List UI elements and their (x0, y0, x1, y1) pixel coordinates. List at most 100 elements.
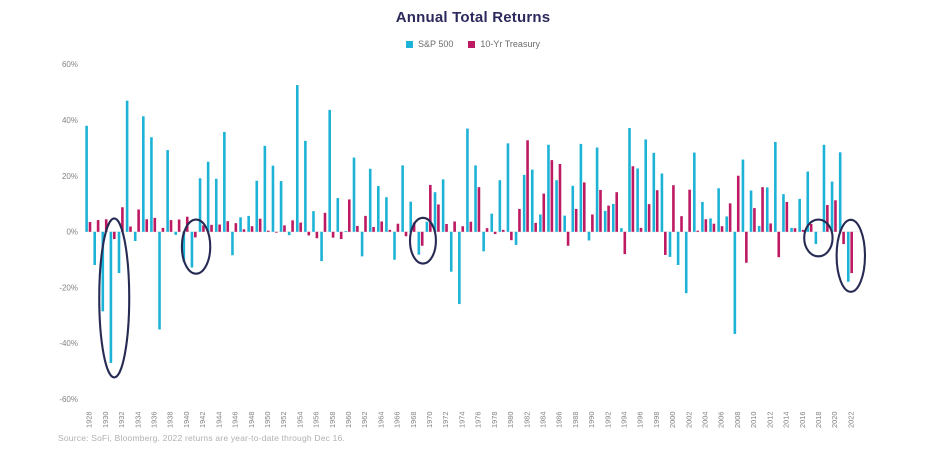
bar-treasury-1982 (526, 140, 529, 232)
bar-treasury-1955 (307, 231, 311, 236)
bar-treasury-1941 (194, 231, 197, 238)
bar-sp500-2014 (782, 194, 785, 232)
bar-treasury-2002 (688, 189, 691, 232)
bar-treasury-1979 (501, 229, 505, 232)
bar-sp500-1977 (482, 231, 485, 252)
bar-sp500-2011 (757, 225, 761, 232)
bar-treasury-1936 (153, 217, 157, 232)
ytick--60: -60% (59, 395, 78, 404)
bar-sp500-1952 (279, 181, 283, 232)
bar-sp500-1937 (158, 231, 161, 330)
legend-swatch-sp500 (406, 40, 414, 48)
xtick-1958: 1958 (328, 412, 337, 428)
xtick-1980: 1980 (506, 412, 515, 428)
bar-sp500-1984 (539, 214, 542, 232)
bar-sp500-1938 (166, 150, 169, 232)
bar-treasury-1944 (218, 224, 221, 232)
bar-sp500-1957 (320, 231, 323, 262)
bar-treasury-1983 (534, 222, 537, 232)
bar-sp500-1940 (182, 231, 186, 262)
xtick-1988: 1988 (571, 412, 580, 428)
xtick-2000: 2000 (668, 412, 677, 428)
bar-treasury-1930 (104, 219, 108, 232)
bar-treasury-1929 (96, 220, 100, 232)
bar-treasury-1978 (493, 231, 497, 235)
bar-treasury-2014 (785, 201, 789, 232)
bar-treasury-2016 (801, 229, 805, 232)
bar-treasury-1984 (542, 193, 546, 232)
bar-sp500-1959 (336, 198, 340, 232)
bar-sp500-1988 (571, 185, 575, 232)
bar-treasury-1966 (396, 223, 400, 232)
bar-sp500-1953 (287, 231, 291, 236)
xtick-1974: 1974 (457, 412, 466, 428)
annotation-ellipse-circled-year-2022 (835, 218, 867, 293)
bar-treasury-1992 (607, 205, 610, 232)
bar-treasury-1987 (566, 231, 570, 246)
bar-treasury-2001 (680, 216, 683, 232)
bar-treasury-2003 (696, 230, 700, 232)
bar-treasury-1950 (266, 230, 270, 232)
bar-sp500-1934 (133, 231, 137, 242)
ytick-20: 20% (62, 172, 78, 181)
bar-treasury-1973 (453, 221, 456, 232)
xtick-1932: 1932 (117, 412, 126, 428)
xtick-1968: 1968 (409, 412, 418, 428)
xtick-1992: 1992 (603, 412, 612, 428)
bar-treasury-1959 (339, 231, 343, 240)
xtick-1982: 1982 (522, 412, 531, 428)
bar-treasury-1997 (647, 204, 651, 232)
bar-sp500-2007 (725, 216, 729, 232)
xtick-1978: 1978 (490, 412, 499, 428)
bar-treasury-1957 (323, 212, 327, 232)
annotation-ellipse-circled-year-1969 (408, 216, 437, 265)
bar-treasury-1948 (250, 226, 254, 232)
bar-sp500-1961 (352, 157, 356, 232)
bar-treasury-1975 (469, 221, 473, 232)
bar-treasury-1972 (445, 223, 448, 232)
bar-treasury-2007 (728, 203, 732, 232)
bar-sp500-1954 (295, 85, 299, 232)
bar-sp500-1979 (498, 180, 502, 232)
bar-sp500-1965 (385, 197, 388, 232)
bar-treasury-1969 (420, 231, 424, 246)
bar-sp500-1978 (490, 213, 494, 232)
bar-sp500-1992 (603, 210, 607, 232)
xtick-2022: 2022 (846, 412, 855, 428)
bar-treasury-1981 (518, 208, 521, 232)
annotation-ellipse-circled-year-2018 (803, 218, 834, 258)
bar-treasury-1949 (258, 218, 262, 232)
bar-sp500-2006 (717, 188, 720, 232)
xtick-2012: 2012 (765, 412, 774, 428)
legend-swatch-treasury (468, 40, 476, 48)
bar-sp500-2016 (798, 198, 801, 232)
xtick-1984: 1984 (538, 412, 547, 428)
xtick-1986: 1986 (555, 412, 564, 428)
xtick-1994: 1994 (619, 412, 628, 428)
bar-sp500-1933 (125, 100, 129, 232)
bar-treasury-2010 (753, 208, 756, 232)
bar-treasury-1964 (380, 221, 384, 232)
bar-treasury-1934 (137, 209, 140, 232)
bar-treasury-2013 (777, 231, 781, 258)
bar-sp500-2013 (774, 141, 777, 232)
xtick-1956: 1956 (312, 412, 321, 428)
bar-treasury-1962 (364, 215, 367, 232)
xtick-1964: 1964 (376, 412, 385, 428)
bar-treasury-2021 (842, 231, 845, 245)
bar-sp500-1969 (417, 231, 421, 255)
xtick-2008: 2008 (733, 412, 742, 428)
xtick-1940: 1940 (182, 412, 191, 428)
bar-treasury-2020 (834, 200, 837, 232)
bar-sp500-1930 (101, 231, 105, 312)
bar-sp500-2017 (806, 171, 810, 232)
bar-sp500-2004 (701, 201, 704, 232)
bar-sp500-1976 (474, 165, 477, 232)
xtick-1954: 1954 (295, 412, 304, 428)
bar-sp500-2002 (684, 231, 688, 294)
bar-treasury-1965 (388, 229, 392, 232)
bar-treasury-1999 (664, 231, 667, 255)
bar-treasury-1963 (372, 227, 375, 232)
bar-treasury-1942 (202, 225, 205, 232)
bar-treasury-1968 (412, 222, 416, 232)
